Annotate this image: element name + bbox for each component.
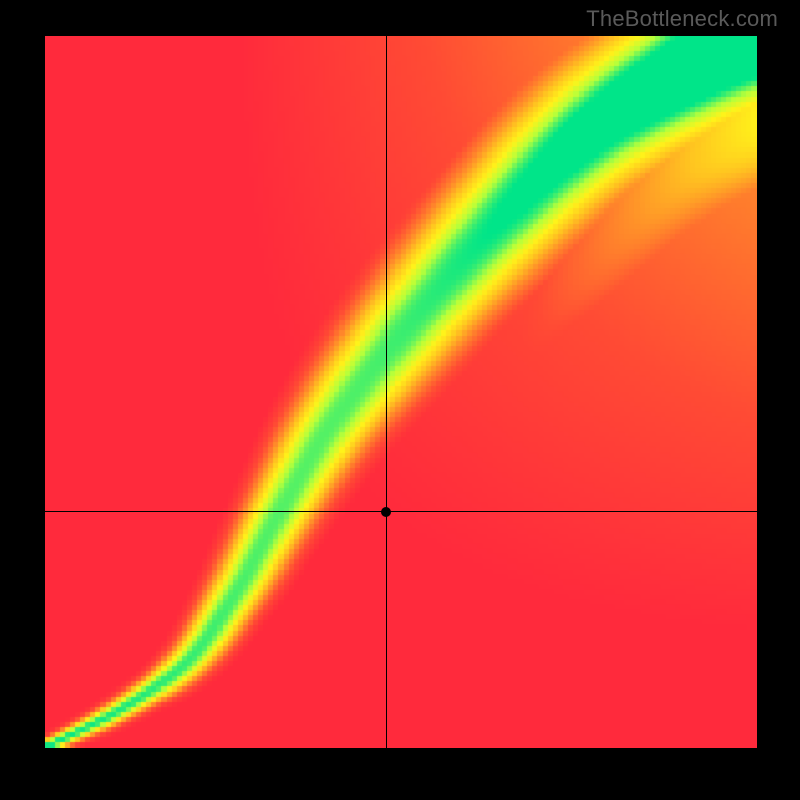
plot-area <box>45 36 757 748</box>
crosshair-marker-dot <box>381 507 391 517</box>
watermark-text: TheBottleneck.com <box>586 6 778 32</box>
heatmap-canvas <box>45 36 757 748</box>
crosshair-vertical-line <box>386 36 387 748</box>
crosshair-horizontal-line <box>45 511 757 512</box>
